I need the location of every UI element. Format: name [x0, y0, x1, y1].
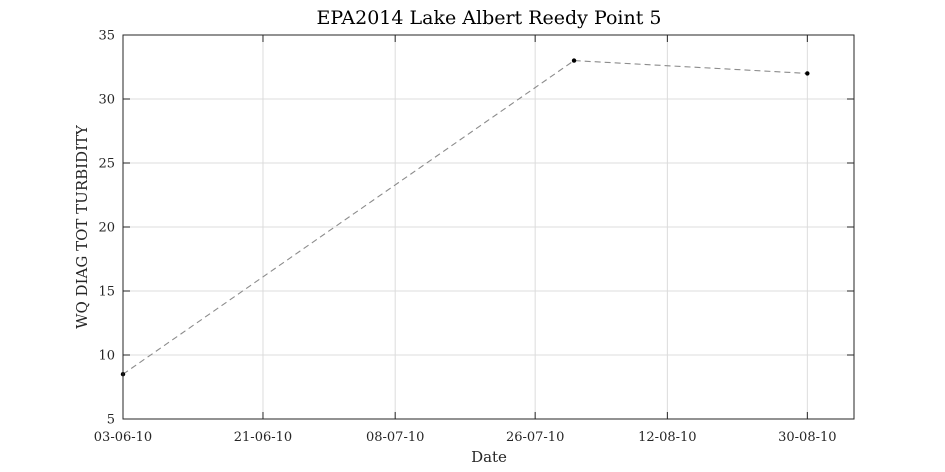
- data-point: [571, 58, 577, 63]
- x-tick-label: 30-08-10: [778, 430, 836, 445]
- y-tick-label: 15: [98, 285, 115, 300]
- x-tick-label: 12-08-10: [638, 430, 696, 445]
- y-tick-label: 35: [98, 29, 115, 44]
- series-line: [122, 60, 808, 375]
- x-tick-label: 08-07-10: [366, 430, 424, 445]
- x-axis-label: Date: [471, 448, 507, 466]
- y-tick-label: 5: [107, 413, 115, 428]
- y-tick-label: 10: [98, 349, 115, 364]
- y-tick-label: 30: [98, 93, 115, 108]
- x-tick-label: 21-06-10: [234, 430, 292, 445]
- x-tick-label: 03-06-10: [94, 430, 152, 445]
- y-tick-label: 25: [98, 157, 115, 172]
- axis-ticks: 03-06-10 21-06-10 08-07-10 26-07-10 12-08-10…: [94, 29, 854, 445]
- y-axis-label: WQ DIAG TOT TURBIDITY: [73, 124, 91, 329]
- x-tick-label: 26-07-10: [506, 430, 564, 445]
- chart-title: EPA2014 Lake Albert Reedy Point 5: [317, 7, 662, 29]
- data-point: [805, 71, 810, 76]
- y-tick-label: 20: [98, 221, 115, 236]
